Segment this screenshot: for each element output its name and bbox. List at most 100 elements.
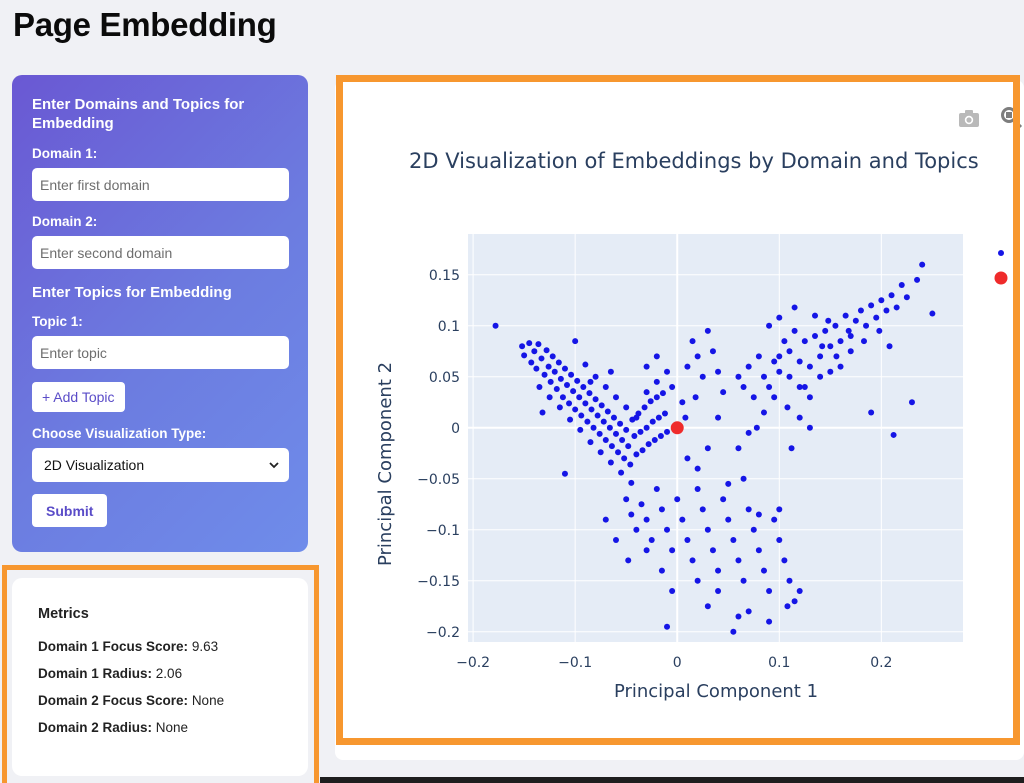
- data-point[interactable]: [781, 557, 788, 564]
- data-point[interactable]: [725, 516, 732, 523]
- data-point[interactable]: [659, 390, 666, 397]
- data-point[interactable]: [806, 363, 813, 370]
- data-point[interactable]: [649, 418, 656, 425]
- data-point[interactable]: [868, 409, 875, 416]
- data-point[interactable]: [694, 577, 701, 584]
- scatter-chart[interactable]: 2D Visualization of Embeddings by Domain…: [335, 80, 1024, 760]
- data-point[interactable]: [694, 353, 701, 360]
- data-point[interactable]: [857, 307, 864, 314]
- data-point[interactable]: [557, 375, 564, 382]
- data-point[interactable]: [551, 368, 558, 375]
- data-point[interactable]: [549, 353, 556, 360]
- data-point[interactable]: [837, 363, 844, 370]
- data-point[interactable]: [643, 389, 650, 396]
- data-point[interactable]: [612, 394, 619, 401]
- data-point[interactable]: [745, 429, 752, 436]
- data-point[interactable]: [541, 371, 548, 378]
- data-point[interactable]: [578, 412, 585, 419]
- data-point[interactable]: [528, 359, 535, 366]
- data-point[interactable]: [861, 338, 867, 345]
- data-point[interactable]: [883, 307, 890, 314]
- data-point[interactable]: [886, 343, 893, 350]
- data-point[interactable]: [536, 384, 543, 390]
- data-point[interactable]: [539, 409, 546, 416]
- data-point[interactable]: [730, 537, 737, 543]
- data-point[interactable]: [596, 430, 603, 437]
- data-point[interactable]: [682, 414, 689, 421]
- data-point[interactable]: [868, 302, 875, 309]
- data-point[interactable]: [623, 496, 630, 503]
- data-point[interactable]: [600, 418, 607, 425]
- data-point[interactable]: [631, 432, 638, 439]
- data-point[interactable]: [492, 322, 499, 329]
- data-point[interactable]: [796, 588, 803, 594]
- data-point[interactable]: [740, 577, 747, 584]
- data-point[interactable]: [574, 377, 581, 384]
- data-point[interactable]: [669, 384, 676, 390]
- data-point[interactable]: [745, 506, 752, 513]
- data-point[interactable]: [720, 389, 727, 396]
- data-point[interactable]: [740, 475, 747, 482]
- data-point[interactable]: [755, 547, 762, 554]
- data-point[interactable]: [628, 511, 635, 518]
- data-point[interactable]: [847, 348, 854, 355]
- add-topic-button[interactable]: + Add Topic: [32, 382, 125, 412]
- data-point[interactable]: [582, 400, 589, 407]
- data-point[interactable]: [908, 399, 915, 406]
- data-point[interactable]: [645, 441, 652, 448]
- data-point[interactable]: [617, 420, 624, 427]
- data-point[interactable]: [781, 338, 788, 345]
- data-point[interactable]: [791, 598, 798, 605]
- data-point[interactable]: [825, 317, 832, 324]
- data-point[interactable]: [776, 314, 783, 321]
- domain1-input[interactable]: [32, 168, 289, 201]
- data-point[interactable]: [786, 348, 793, 355]
- data-point[interactable]: [735, 373, 742, 380]
- data-point[interactable]: [796, 414, 803, 421]
- data-point[interactable]: [852, 317, 859, 324]
- data-point[interactable]: [878, 297, 885, 304]
- data-point[interactable]: [806, 394, 813, 401]
- data-point[interactable]: [633, 526, 640, 533]
- data-point[interactable]: [679, 399, 686, 406]
- data-point[interactable]: [588, 406, 595, 413]
- data-point[interactable]: [669, 547, 676, 554]
- data-point[interactable]: [607, 368, 614, 375]
- data-point[interactable]: [658, 506, 665, 513]
- data-point[interactable]: [547, 378, 554, 385]
- data-point[interactable]: [625, 443, 632, 450]
- data-point[interactable]: [615, 449, 622, 456]
- data-point[interactable]: [771, 394, 778, 401]
- data-point[interactable]: [625, 557, 632, 564]
- data-point[interactable]: [553, 386, 560, 393]
- data-point[interactable]: [526, 340, 533, 347]
- data-point[interactable]: [627, 461, 634, 468]
- data-point[interactable]: [845, 327, 852, 334]
- data-point[interactable]: [819, 343, 826, 350]
- data-point[interactable]: [750, 526, 757, 533]
- data-point[interactable]: [621, 455, 628, 462]
- data-point[interactable]: [822, 327, 829, 334]
- data-point[interactable]: [771, 516, 778, 523]
- data-point[interactable]: [863, 322, 870, 329]
- data-point[interactable]: [786, 373, 793, 380]
- data-point[interactable]: [664, 526, 671, 533]
- data-point[interactable]: [623, 426, 630, 433]
- data-point[interactable]: [817, 373, 824, 380]
- data-point[interactable]: [538, 355, 545, 362]
- data-point[interactable]: [535, 341, 542, 348]
- data-point[interactable]: [602, 384, 609, 390]
- camera-icon[interactable]: [959, 110, 979, 127]
- data-point[interactable]: [715, 567, 722, 574]
- data-point[interactable]: [679, 516, 686, 523]
- data-point[interactable]: [776, 368, 783, 375]
- data-point[interactable]: [745, 608, 752, 615]
- data-point[interactable]: [796, 384, 803, 390]
- data-point[interactable]: [608, 443, 615, 450]
- data-point[interactable]: [699, 373, 706, 380]
- data-point[interactable]: [543, 347, 550, 354]
- data-point[interactable]: [592, 373, 599, 380]
- data-point[interactable]: [598, 402, 605, 409]
- data-point[interactable]: [755, 353, 762, 360]
- data-point[interactable]: [545, 363, 552, 370]
